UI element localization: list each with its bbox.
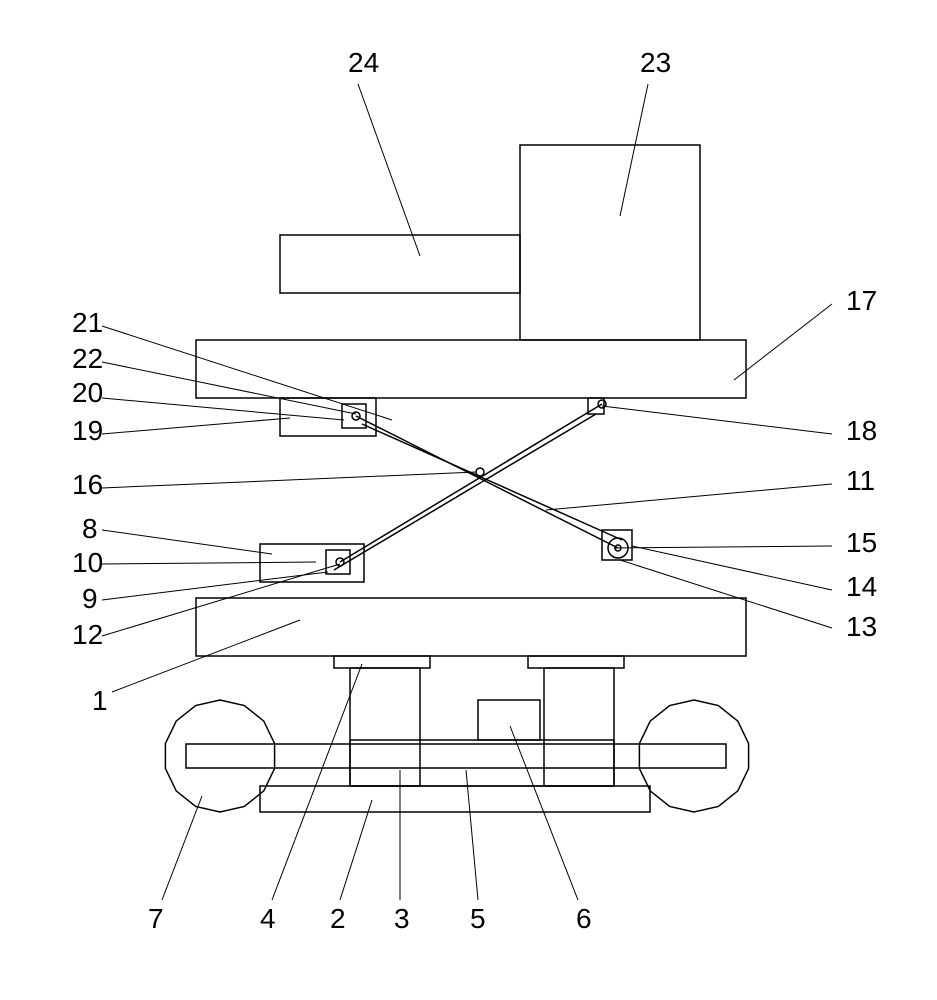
label-12: 12 [72, 619, 103, 650]
label-1: 1 [92, 685, 108, 716]
label-15: 15 [846, 527, 877, 558]
leader-20 [102, 398, 344, 420]
label-22: 22 [72, 343, 103, 374]
pad-left [334, 656, 430, 668]
label-23: 23 [640, 47, 671, 78]
label-18: 18 [846, 415, 877, 446]
deck [196, 598, 746, 656]
leader-22 [102, 362, 356, 414]
wheel-left [165, 700, 274, 812]
leader-15 [614, 546, 832, 548]
leader-17 [734, 304, 832, 380]
label-2: 2 [330, 903, 346, 934]
leader-23 [620, 84, 648, 216]
leader-9 [102, 572, 328, 600]
label-19: 19 [72, 415, 103, 446]
label-20: 20 [72, 377, 103, 408]
label-10: 10 [72, 547, 103, 578]
arm-b2 [362, 424, 622, 540]
leader-5 [466, 770, 478, 900]
leader-7 [162, 796, 202, 900]
leader-2 [340, 800, 372, 900]
leader-8 [102, 530, 272, 554]
motor-box [478, 700, 540, 740]
label-14: 14 [846, 571, 877, 602]
leader-19 [102, 418, 290, 434]
leader-13 [620, 560, 832, 628]
lower-bar [350, 740, 614, 786]
platform [196, 340, 746, 398]
label-11: 11 [846, 465, 875, 496]
label-24: 24 [348, 47, 379, 78]
leader-12 [102, 564, 340, 636]
label-4: 4 [260, 903, 276, 934]
leader-16 [102, 472, 476, 488]
label-7: 7 [148, 903, 164, 934]
label-17: 17 [846, 285, 877, 316]
track-base [260, 786, 650, 812]
label-6: 6 [576, 903, 592, 934]
label-5: 5 [470, 903, 486, 934]
label-3: 3 [394, 903, 410, 934]
leader-18 [602, 406, 832, 434]
label-21: 21 [72, 307, 103, 338]
leader-10 [102, 562, 316, 564]
leader-11 [546, 484, 832, 510]
leader-4 [272, 664, 362, 900]
label-8: 8 [82, 513, 98, 544]
arm-11b [334, 414, 596, 570]
label-16: 16 [72, 469, 103, 500]
label-13: 13 [846, 611, 877, 642]
cabin-23 [520, 145, 700, 340]
pivot-16 [476, 468, 484, 476]
arm-24 [280, 235, 520, 293]
leader-14 [632, 546, 832, 590]
technical-diagram: 123456789101112131415161718192021222324 [0, 0, 937, 1000]
label-9: 9 [82, 583, 98, 614]
pad-right [528, 656, 624, 668]
wheel-right [639, 700, 748, 812]
leader-24 [358, 84, 420, 256]
axle [186, 744, 726, 768]
